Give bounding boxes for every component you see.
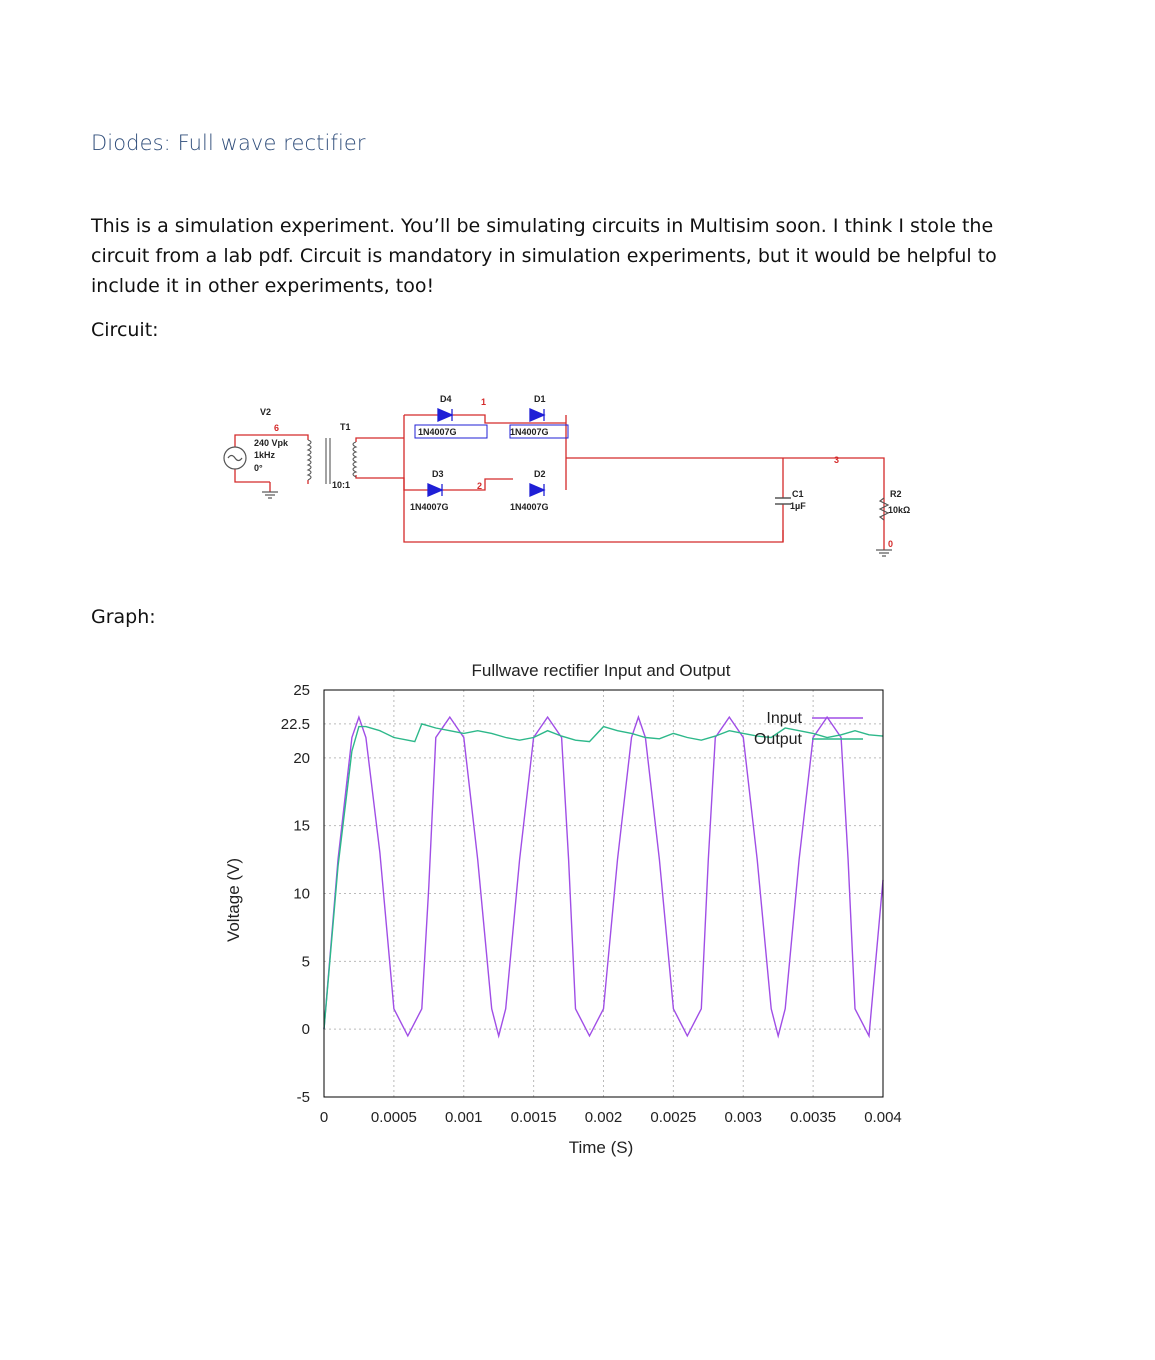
x-tick-label: 0.0025: [650, 1109, 696, 1126]
source-amplitude: 240 Vpk: [254, 438, 289, 448]
d2-model: 1N4007G: [510, 502, 549, 512]
node-1-label: 1: [481, 397, 486, 407]
y-tick-label: 20: [293, 750, 310, 767]
d1-model: 1N4007G: [510, 427, 549, 437]
x-tick-label: 0.004: [864, 1109, 902, 1126]
x-axis-label: Time (S): [569, 1138, 634, 1157]
c1-name: C1: [792, 489, 804, 499]
intro-paragraph: This is a simulation experiment. You’ll …: [91, 215, 997, 297]
chart-legend: Input Output: [754, 710, 863, 748]
node-6-label: 6: [274, 423, 279, 433]
series-lines: [323, 714, 884, 1039]
d4-name: D4: [440, 394, 452, 404]
section-heading: Diodes: Full wave rectifier: [91, 131, 366, 155]
node-2-label: 2: [477, 481, 482, 491]
y-tick-label: 22.5: [281, 716, 310, 733]
plot-frame: [323, 689, 884, 1098]
node-0-label: 0: [888, 539, 893, 549]
ground-icon: [262, 491, 892, 557]
c1-value: 1µF: [790, 501, 806, 511]
rectifier-chart: Fullwave rectifier Input and Output Time…: [224, 661, 902, 1157]
series-line-input: [323, 714, 884, 1039]
y-tick-label: 0: [302, 1021, 310, 1038]
diode-d2-icon: [529, 483, 546, 497]
d2-name: D2: [534, 469, 546, 479]
x-tick-label: 0.0015: [511, 1109, 557, 1126]
d3-model: 1N4007G: [410, 502, 449, 512]
legend-label-output: Output: [754, 731, 803, 748]
x-tick-label: 0.0035: [790, 1109, 836, 1126]
r2-name: R2: [890, 489, 902, 499]
y-tick-label: 10: [293, 886, 310, 903]
y-tick-label: 5: [302, 953, 310, 970]
source-frequency: 1kHz: [254, 450, 276, 460]
y-tick-label: 15: [293, 818, 310, 835]
d3-name: D3: [432, 469, 444, 479]
circuit-label: Circuit:: [91, 319, 159, 341]
x-tick-label: 0.0005: [371, 1109, 417, 1126]
axis-ticks: 0 0.0005 0.001 0.0015 0.002 0.0025 0.003 0.0035…: [281, 682, 902, 1126]
x-tick-label: 0.001: [445, 1109, 483, 1126]
x-tick-label: 0.003: [724, 1109, 762, 1126]
x-tick-label: 0.002: [585, 1109, 623, 1126]
d1-name: D1: [534, 394, 546, 404]
source-name: V2: [260, 407, 271, 417]
graph-label: Graph:: [91, 606, 156, 628]
y-tick-label: 25: [293, 682, 310, 699]
y-tick-label: -5: [297, 1089, 310, 1106]
transformer-icon: [306, 438, 358, 484]
diode-d4-icon: [437, 408, 454, 422]
node-3-label: 3: [834, 455, 839, 465]
capacitor-icon: [775, 497, 791, 505]
diode-d1-icon: [529, 408, 546, 422]
transformer-name: T1: [340, 422, 351, 432]
x-tick-label: 0: [320, 1109, 328, 1126]
series-line-output: [323, 723, 884, 1030]
chart-title: Fullwave rectifier Input and Output: [472, 661, 731, 680]
transformer-ratio: 10:1: [332, 480, 350, 490]
diode-d3-icon: [427, 483, 444, 497]
circuit-schematic: V2 6 240 Vpk 1kHz 0° T1 10:1 D4 D1 D3 D2…: [223, 394, 910, 557]
diode-symbols: [427, 408, 546, 497]
d4-model: 1N4007G: [418, 427, 457, 437]
r2-value: 10kΩ: [888, 505, 910, 515]
legend-label-input: Input: [766, 710, 802, 727]
y-axis-label: Voltage (V): [224, 858, 243, 942]
source-phase: 0°: [254, 463, 263, 473]
resistor-icon: [878, 497, 890, 521]
